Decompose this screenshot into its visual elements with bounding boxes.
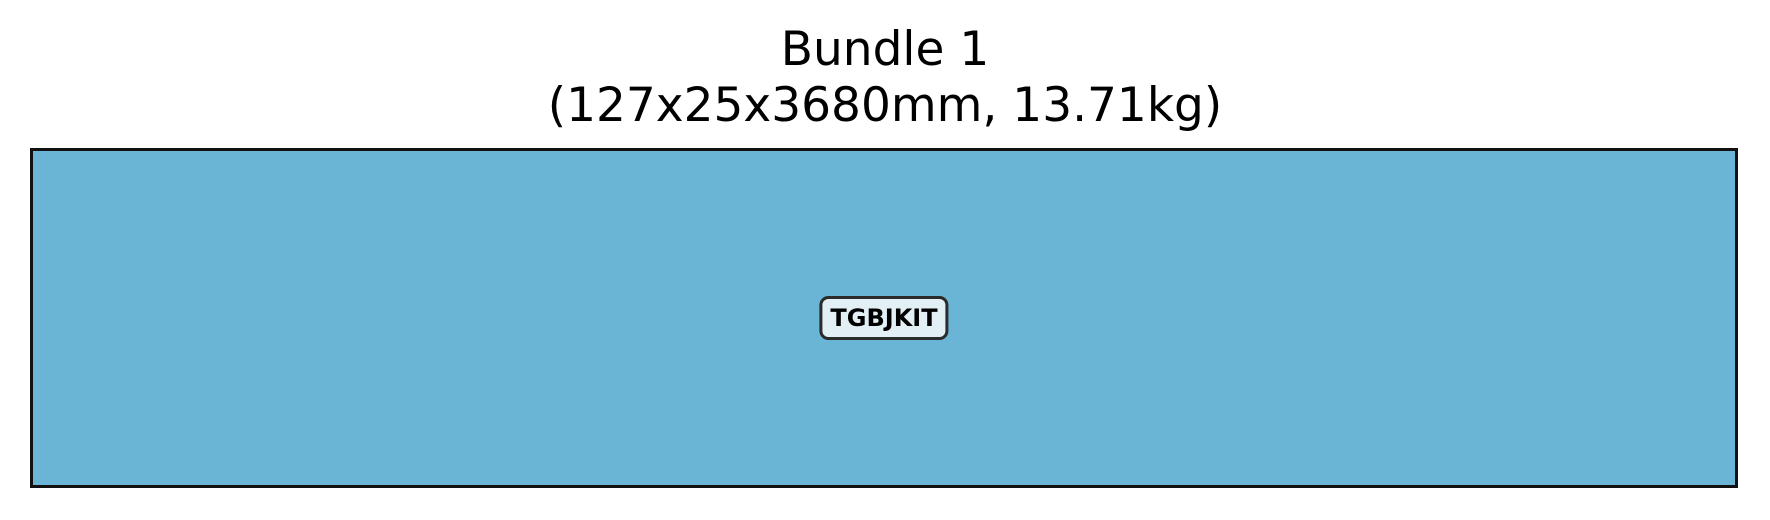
bundle-title: Bundle 1: [780, 22, 990, 77]
bundle-dimensions: (127x25x3680mm, 13.71kg): [547, 78, 1223, 133]
bundle-rectangle: TGBJKIT: [30, 148, 1738, 488]
item-label: TGBJKIT: [819, 296, 949, 340]
diagram-title: Bundle 1 (127x25x3680mm, 13.71kg): [0, 22, 1770, 134]
